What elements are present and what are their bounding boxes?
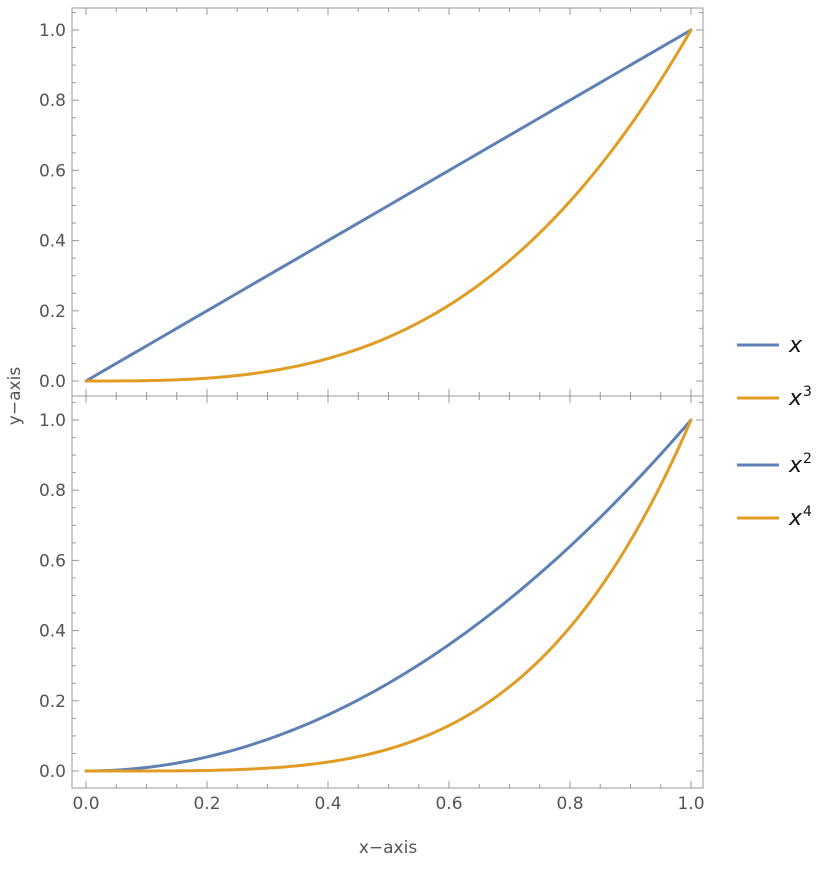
y-tick-label: 1.0 xyxy=(39,411,66,431)
y-tick-label: 0.2 xyxy=(39,692,66,712)
y-tick-label: 0.6 xyxy=(39,551,66,571)
y-tick-label: 0.0 xyxy=(39,762,66,782)
legend-item: x4 xyxy=(737,504,812,531)
x-tick-label: 0.2 xyxy=(193,794,220,814)
series-line-x2 xyxy=(84,418,693,773)
y-tick-label: 0.8 xyxy=(39,91,66,111)
panel-frame xyxy=(71,395,704,789)
y-tick-label: 0.0 xyxy=(39,372,66,392)
series-line-x xyxy=(84,28,693,383)
legend-label: x4 xyxy=(788,504,812,531)
y-tick-label: 0.4 xyxy=(39,232,66,252)
x-tick-label: 0.0 xyxy=(72,794,99,814)
legend-item: x2 xyxy=(737,451,812,478)
series-line-x3 xyxy=(84,28,693,383)
y-tick-label: 0.4 xyxy=(39,622,66,642)
legend-label: x xyxy=(788,333,803,358)
x-tick-label: 0.8 xyxy=(556,794,583,814)
series-line-x4 xyxy=(84,418,693,773)
x-tick-label: 0.6 xyxy=(435,794,462,814)
panel-1: 0.0 0.2 0.4 0.6 0.8 1.0 xyxy=(39,7,704,397)
x-axis-title: x−axis xyxy=(359,838,418,858)
legend-item: x3 xyxy=(737,384,812,411)
x-tick-label: 1.0 xyxy=(677,794,704,814)
legend-label: x2 xyxy=(788,451,812,478)
legend-item: x xyxy=(737,333,803,358)
y-tick-label: 0.2 xyxy=(39,302,66,322)
y-axis-title: y−axis xyxy=(5,367,25,426)
x-tick-label: 0.4 xyxy=(314,794,341,814)
legend-label: x3 xyxy=(788,384,812,411)
legend: x x3 x2 x4 xyxy=(737,333,812,531)
y-tick-label: 0.8 xyxy=(39,481,66,501)
y-tick-label: 0.6 xyxy=(39,161,66,181)
y-tick-label: 1.0 xyxy=(39,21,66,41)
panel-2: 0.0 0.2 0.4 0.6 0.8 1.0 xyxy=(39,395,704,789)
